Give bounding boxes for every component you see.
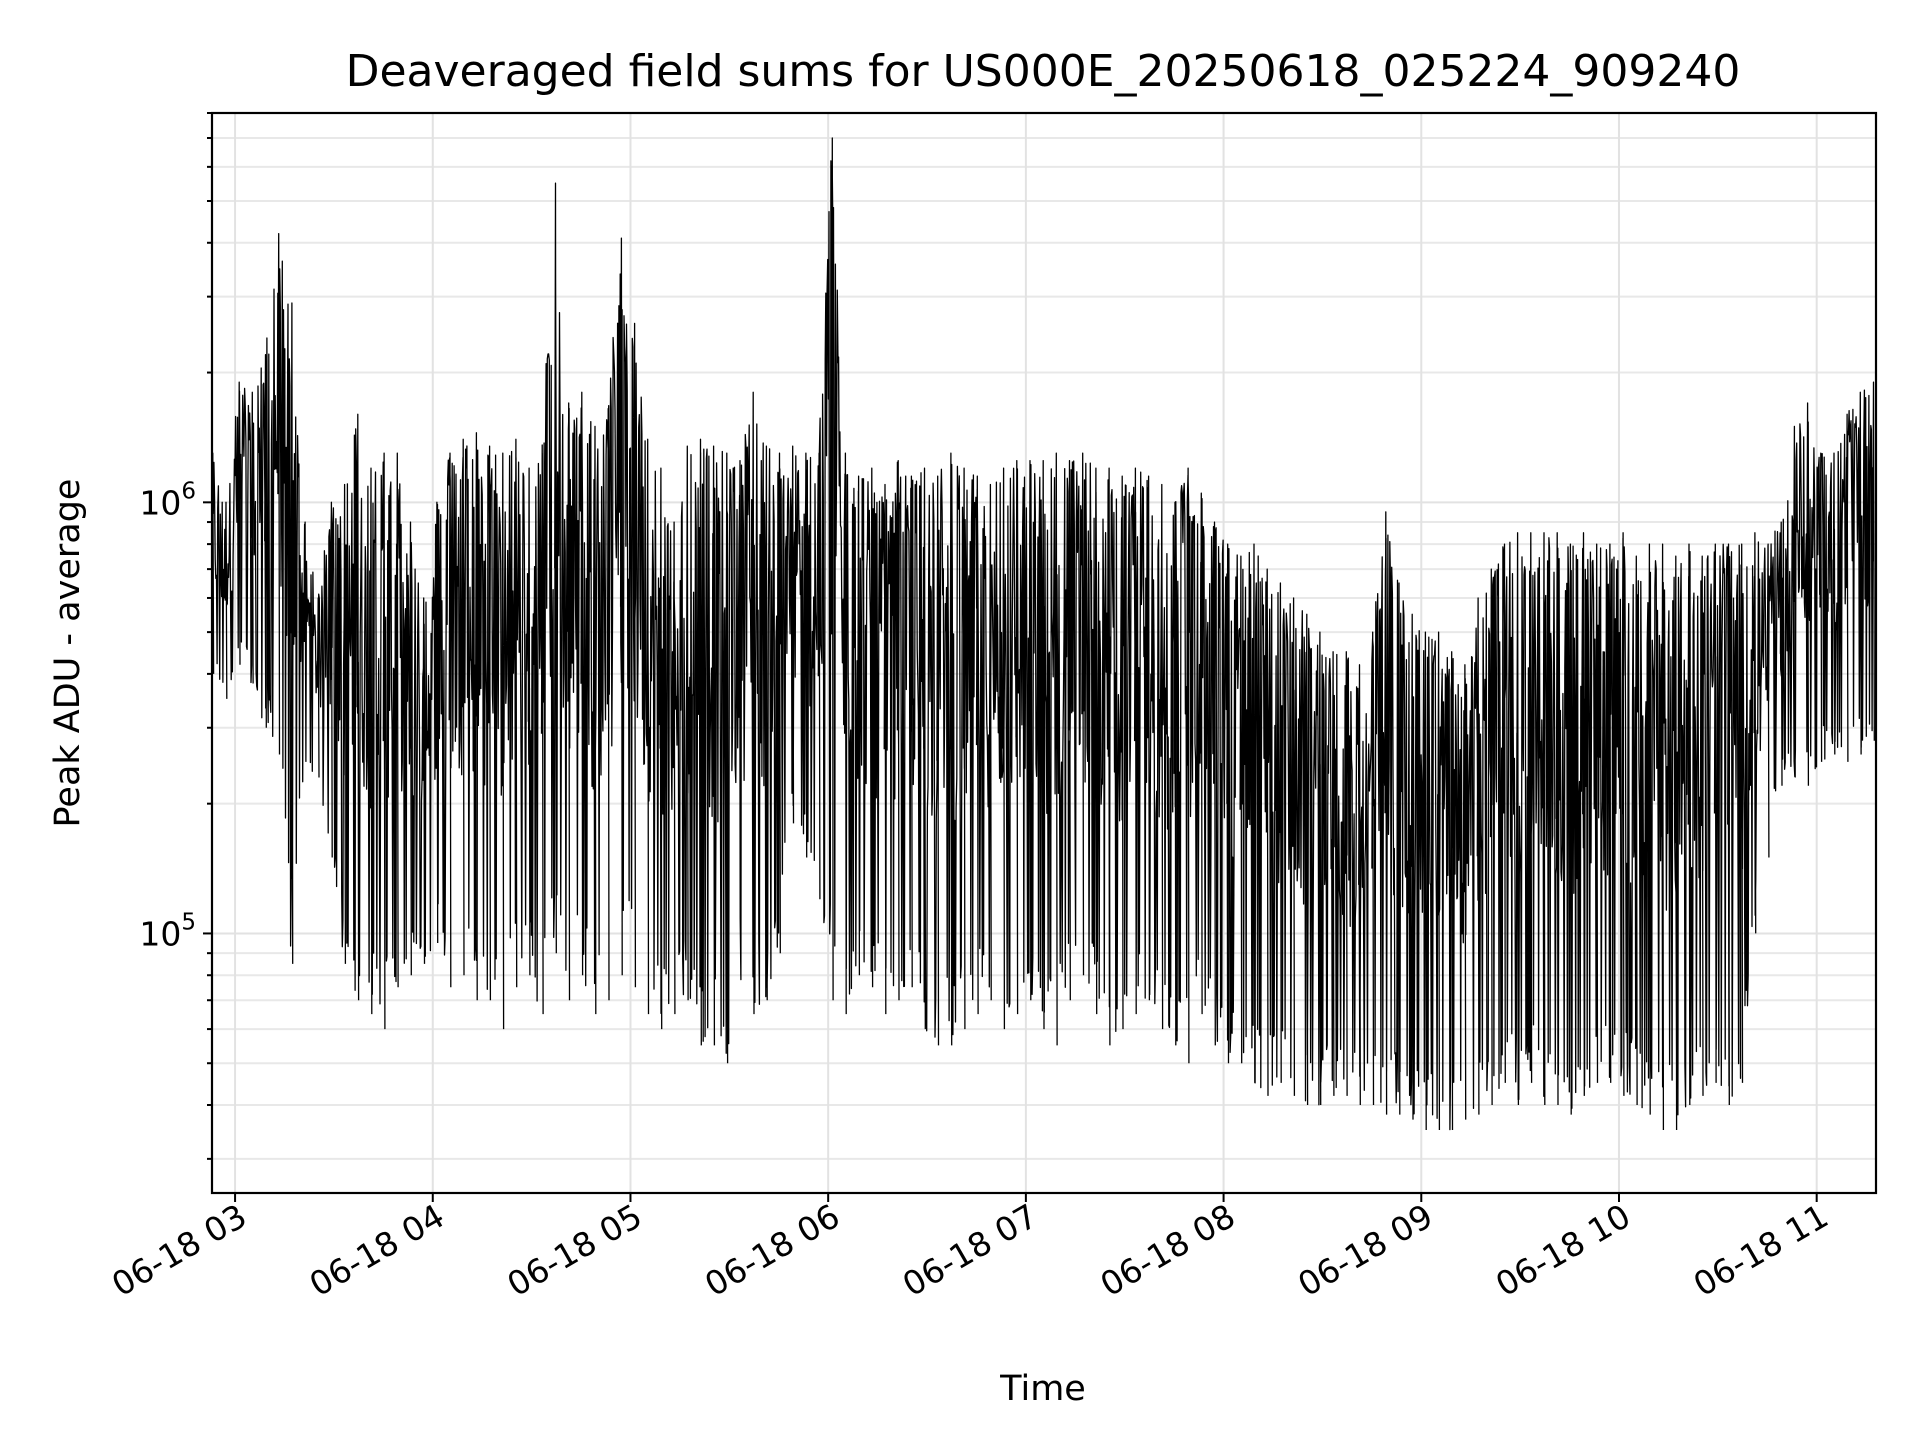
plot-area [211, 137, 1875, 1131]
x-tick-label: 06-18 03 [105, 1196, 253, 1304]
x-tick-label: 06-18 11 [1687, 1196, 1835, 1304]
x-axis: 06-18 03 06-18 04 06-18 05 06-18 06 06-18 07… [105, 1193, 1835, 1304]
x-tick-label: 06-18 08 [1094, 1196, 1242, 1304]
x-tick-label: 06-18 10 [1489, 1196, 1637, 1304]
y-tick-label: 105 [139, 909, 196, 953]
chart-title: Deaveraged field sums for US000E_2025061… [346, 46, 1741, 97]
x-tick-label: 06-18 09 [1291, 1196, 1439, 1304]
y-axis: 105 106 [139, 112, 212, 1160]
x-axis-label: Time [999, 1369, 1086, 1409]
x-tick-label: 06-18 05 [500, 1196, 648, 1304]
y-tick-label: 106 [139, 478, 196, 522]
x-tick-label: 06-18 06 [698, 1196, 846, 1304]
series-line [211, 137, 1875, 1131]
plot-frame [210, 111, 1878, 1195]
x-tick-label: 06-18 04 [303, 1196, 451, 1304]
x-tick-label: 06-18 07 [896, 1196, 1044, 1304]
y-axis-label: Peak ADU - average [48, 479, 88, 828]
